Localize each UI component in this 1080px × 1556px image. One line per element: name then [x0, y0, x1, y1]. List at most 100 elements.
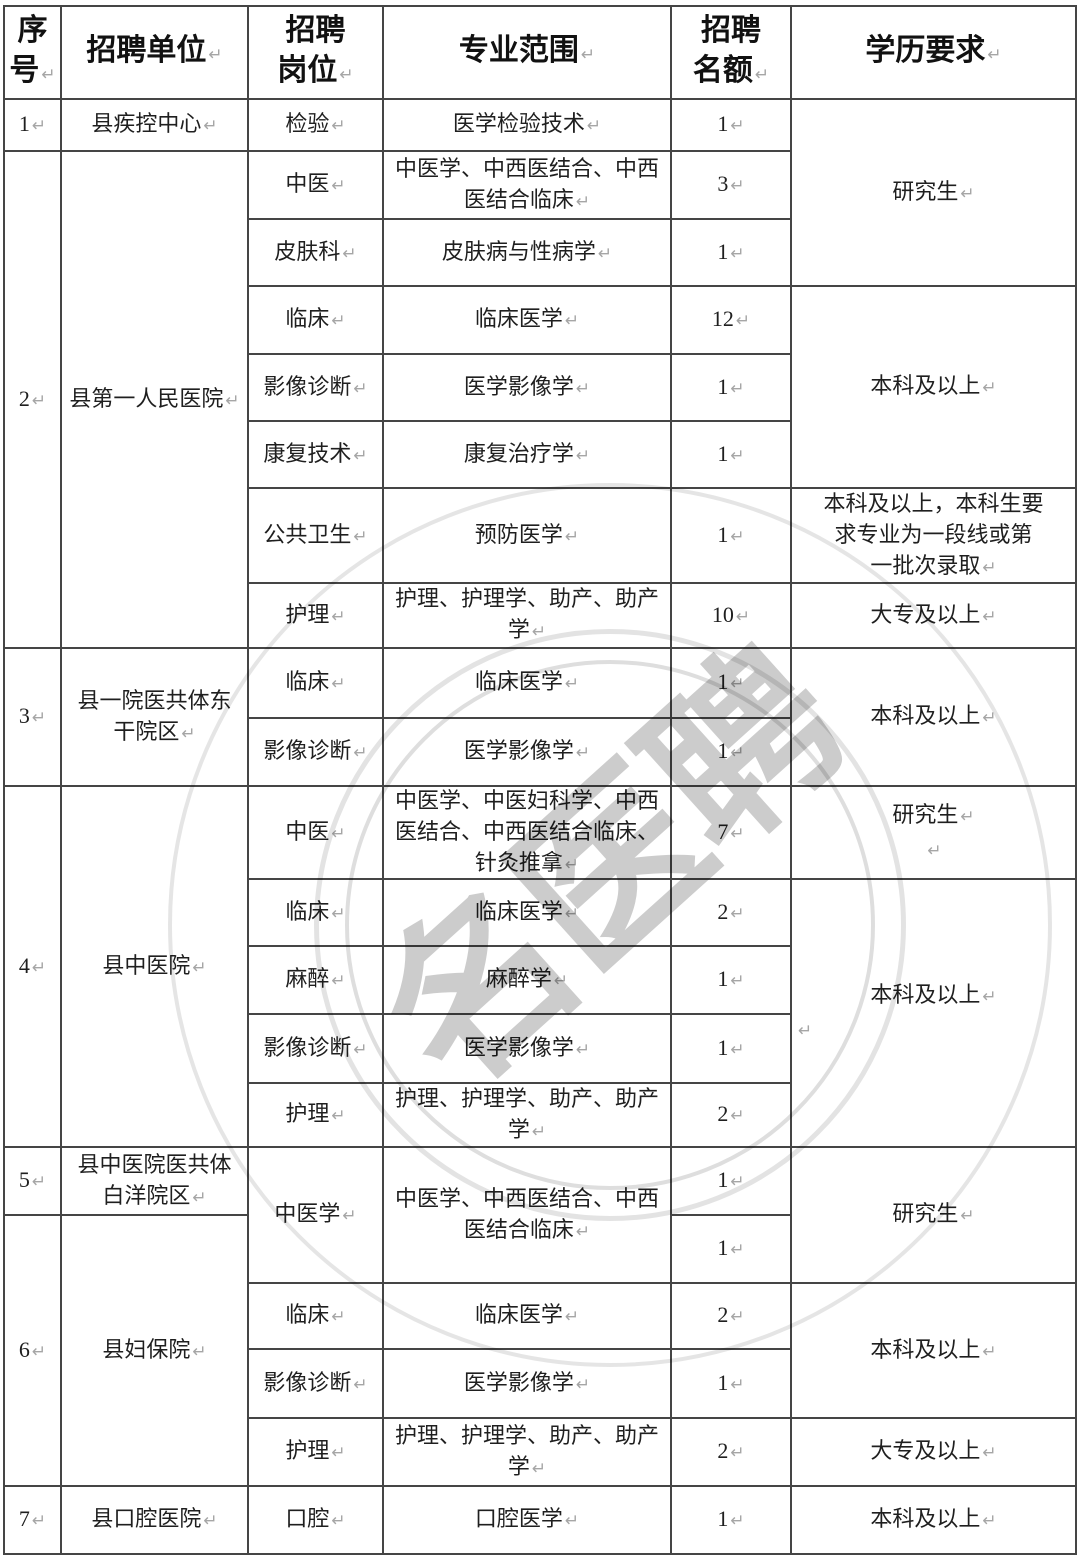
- cell-paragraph: 研究生 ↵: [796, 176, 1071, 210]
- paragraph-mark-icon: ↵: [208, 44, 223, 65]
- paragraph-mark-icon: ↵: [575, 1221, 591, 1242]
- paragraph-mark-icon: ↵: [575, 743, 591, 763]
- paragraph-mark-icon: ↵: [730, 1039, 745, 1060]
- paragraph-mark-icon: ↵: [353, 1374, 368, 1395]
- major-cell: 医学影像学 ↵: [384, 1015, 670, 1082]
- paragraph-mark-icon: ↵: [982, 378, 997, 398]
- paragraph-mark-icon: ↵: [730, 743, 745, 763]
- quota-cell: 1 ↵: [672, 947, 790, 1013]
- paragraph-mark-icon: ↵: [331, 971, 346, 991]
- education-cell: 大专及以上 ↵: [792, 1419, 1075, 1485]
- paragraph-mark-icon: ↵: [353, 526, 368, 547]
- cell-text: 1: [717, 1167, 729, 1192]
- major-cell: 护理、护理学、助产、助产 学 ↵: [384, 1084, 670, 1146]
- paragraph-mark-icon: ↵: [331, 1443, 346, 1463]
- cell-paragraph: 学历要求 ↵: [796, 31, 1071, 75]
- paragraph-mark-icon: ↵: [192, 1187, 207, 1208]
- paragraph-mark-icon: ↵: [531, 1121, 547, 1142]
- quota-cell: 1 ↵: [672, 422, 790, 487]
- cell-text: 护理: [285, 1101, 330, 1126]
- cell-text: 皮肤科: [274, 238, 341, 264]
- cell-paragraph: 招聘 名额 ↵: [676, 11, 786, 95]
- cell-text: 本科及以上: [870, 703, 981, 728]
- cell-text: 1: [717, 440, 729, 466]
- cell-text: 县妇保院: [102, 1336, 191, 1362]
- cell-text: 大专及以上: [870, 601, 981, 627]
- paragraph-mark-icon: ↵: [564, 903, 580, 924]
- education-cell: 本科及以上 ↵: [792, 1487, 1075, 1553]
- major-cell: 医学影像学 ↵: [384, 1350, 670, 1417]
- paragraph-mark-icon: ↵: [31, 708, 47, 728]
- quota-cell: 1 ↵: [672, 1350, 790, 1417]
- paragraph-mark-icon: ↵: [203, 116, 218, 136]
- paragraph-mark-icon: ↵: [353, 378, 368, 399]
- paragraph-mark-icon: ↵: [730, 116, 745, 136]
- cell-paragraph: ↵: [796, 1013, 1071, 1047]
- cell-text: 临床: [285, 306, 330, 331]
- major-cell: 临床医学 ↵: [384, 1284, 670, 1348]
- cell-paragraph: 2 ↵: [9, 383, 56, 417]
- paragraph-mark-icon: ↵: [730, 971, 745, 991]
- paragraph-mark-icon: ↵: [31, 1341, 47, 1362]
- paragraph-mark-icon: ↵: [331, 116, 346, 136]
- cell-text: 麻醉学: [485, 966, 552, 991]
- education-cell: 本科及以上 ↵: [792, 287, 1075, 487]
- quota-cell: 1 ↵: [672, 100, 790, 150]
- cell-text: 本科及以上: [870, 373, 981, 398]
- cell-text: 本科及以上，本科生要 求专业为一段线或第 一批次录取: [823, 490, 1044, 578]
- cell-text: 县中医院医共体 白洋院区: [77, 1151, 232, 1208]
- position-cell: 影像诊断 ↵: [249, 1350, 382, 1417]
- cell-text: 影像诊断: [263, 1369, 352, 1395]
- cell-text: 招聘单位: [86, 33, 207, 67]
- cell-paragraph: 6 ↵: [9, 1334, 56, 1368]
- major-cell: 临床医学 ↵: [384, 649, 670, 717]
- cell-text: 护理、护理学、助产、助产 学: [394, 1422, 659, 1479]
- cell-paragraph: 7 ↵: [676, 816, 786, 850]
- cell-text: 护理: [285, 601, 330, 627]
- cell-paragraph: 专业范围 ↵: [388, 31, 666, 75]
- quota-cell: 1 ↵: [672, 719, 790, 785]
- cell-text: 研究生: [892, 801, 959, 827]
- paragraph-mark-icon: ↵: [331, 1307, 346, 1327]
- cell-paragraph: 本科及以上 ↵: [796, 1334, 1071, 1368]
- cell-paragraph: 县妇保院 ↵: [66, 1334, 243, 1368]
- cell-paragraph: 护理 ↵: [253, 599, 378, 633]
- cell-paragraph: 影像诊断 ↵: [253, 1032, 378, 1066]
- cell-text: 中医学、中西医结合、中西 医结合临床: [394, 155, 659, 212]
- position-cell: 临床 ↵: [249, 287, 382, 353]
- header-education: 学历要求 ↵: [792, 7, 1075, 98]
- paragraph-mark-icon: ↵: [181, 723, 196, 744]
- quota-cell: 2 ↵: [672, 1419, 790, 1485]
- paragraph-mark-icon: ↵: [982, 1443, 997, 1463]
- position-cell: 康复技术 ↵: [249, 422, 382, 487]
- cell-text: 中医: [285, 171, 330, 196]
- cell-paragraph: 中医学、中西医结合、中西 医结合临床 ↵: [388, 1183, 666, 1248]
- major-cell: 预防医学 ↵: [384, 489, 670, 582]
- cell-text: 县中医院: [102, 952, 191, 978]
- cell-paragraph: 县中医院 ↵: [66, 950, 243, 984]
- paragraph-mark-icon: ↵: [331, 823, 346, 844]
- header-major: 专业范围 ↵: [384, 7, 670, 98]
- cell-paragraph: 临床 ↵: [253, 1299, 378, 1333]
- cell-paragraph: 中医 ↵: [253, 816, 378, 850]
- quota-cell: 1 ↵: [672, 1487, 790, 1553]
- seq-cell: 5 ↵: [5, 1148, 60, 1214]
- cell-paragraph: 招聘单位 ↵: [66, 31, 243, 75]
- cell-paragraph: 4 ↵: [9, 950, 56, 984]
- paragraph-mark-icon: ↵: [331, 176, 346, 196]
- paragraph-mark-icon: ↵: [927, 840, 942, 861]
- cell-paragraph: 口腔医学 ↵: [388, 1503, 666, 1537]
- cell-text: 县一院医共体东 干院区: [77, 687, 232, 744]
- paragraph-mark-icon: ↵: [339, 64, 354, 85]
- paragraph-mark-icon: ↵: [575, 191, 591, 212]
- cell-text: 本科及以上: [870, 982, 981, 1007]
- unit-cell: 县中医院 ↵: [62, 787, 247, 1146]
- cell-text: 医学影像学: [463, 1034, 574, 1060]
- cell-paragraph: 2 ↵: [676, 1435, 786, 1469]
- quota-cell: 1 ↵: [672, 649, 790, 717]
- cell-paragraph: 大专及以上 ↵: [796, 599, 1071, 633]
- cell-paragraph: 中医 ↵: [253, 168, 378, 202]
- education-cell: 本科及以上 ↵ ↵: [792, 880, 1075, 1146]
- paragraph-mark-icon: ↵: [586, 116, 602, 136]
- cell-text: 医学影像学: [463, 738, 574, 763]
